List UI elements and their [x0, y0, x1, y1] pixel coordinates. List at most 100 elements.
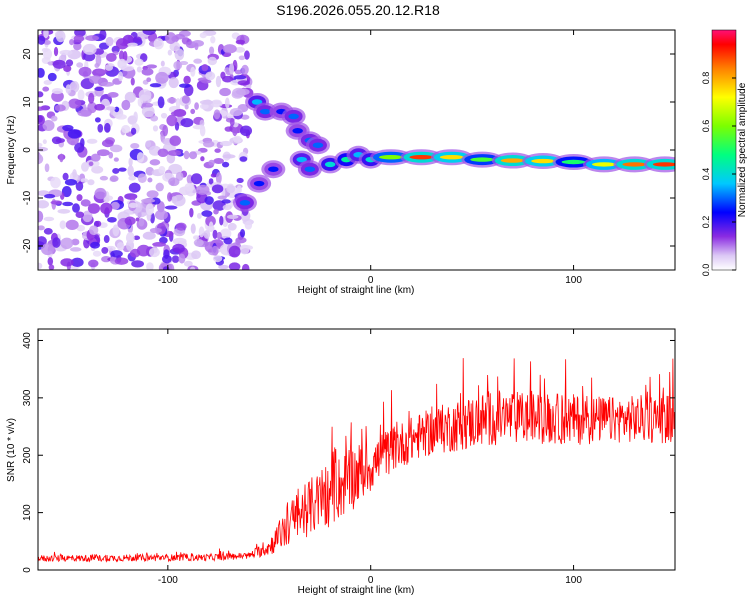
noise-blob: [135, 217, 140, 222]
noise-blob: [38, 106, 45, 111]
noise-blob: [229, 118, 235, 127]
noise-blob: [190, 66, 196, 77]
colorbar: [711, 29, 737, 271]
noise-blob: [44, 163, 50, 173]
noise-blob: [201, 63, 209, 72]
noise-blob: [50, 115, 58, 122]
noise-blob: [167, 263, 175, 270]
noise-blob: [95, 69, 107, 74]
noise-blob: [127, 42, 138, 47]
noise-blob: [184, 182, 195, 192]
noise-blob: [62, 124, 74, 132]
noise-blob: [130, 143, 140, 149]
y-tick-label: 10: [22, 96, 33, 108]
noise-blob: [51, 88, 64, 95]
noise-blob: [100, 81, 115, 87]
noise-blob: [100, 202, 113, 215]
noise-blob: [43, 30, 49, 39]
noise-blob: [161, 254, 172, 264]
noise-blob: [180, 117, 194, 128]
noise-blob: [236, 177, 244, 184]
noise-blob: [74, 142, 85, 153]
noise-blob: [150, 115, 159, 122]
noise-blob: [38, 225, 45, 231]
noise-blob: [192, 235, 200, 240]
noise-blob: [149, 159, 161, 166]
noise-blob: [160, 60, 165, 67]
x-tick-label: 100: [565, 575, 582, 586]
noise-blob: [72, 203, 80, 213]
noise-blob: [213, 208, 219, 215]
noise-blob: [62, 201, 74, 207]
colorbar-ticks: 0.0 0.2 0.4 0.6 0.8: [701, 72, 736, 276]
noise-blob: [172, 194, 186, 207]
noise-blob: [183, 260, 193, 267]
signal-peak: [304, 166, 316, 172]
snr-plot-area: [38, 329, 675, 570]
noise-blob: [55, 138, 65, 143]
noise-blob: [173, 60, 183, 70]
signal-peak: [259, 108, 271, 115]
noise-blob: [236, 185, 242, 195]
noise-blob: [145, 203, 155, 216]
noise-blob: [64, 179, 78, 186]
noise-blob: [105, 52, 117, 62]
noise-blob: [160, 112, 168, 119]
snr-xlabel: Height of straight line (km): [298, 585, 415, 596]
noise-blob: [131, 260, 144, 268]
snr-frame: [37, 328, 676, 571]
noise-blob: [52, 59, 66, 69]
noise-blob: [194, 102, 199, 110]
noise-blob: [136, 152, 145, 163]
noise-blob: [149, 247, 160, 258]
noise-blob: [59, 220, 67, 230]
noise-blob: [219, 140, 233, 147]
noise-blob: [38, 35, 46, 45]
noise-blob: [87, 179, 95, 186]
noise-blob: [40, 243, 55, 256]
noise-blob: [128, 202, 138, 208]
noise-blob: [200, 156, 205, 162]
noise-blob: [82, 210, 93, 223]
noise-blob: [142, 30, 156, 36]
y-tick-label: 300: [22, 389, 33, 406]
noise-blob: [198, 226, 205, 238]
noise-blob: [229, 63, 235, 75]
snr-series-line: [38, 358, 675, 563]
noise-blob: [73, 42, 82, 51]
noise-blob: [141, 102, 154, 108]
signal-peak: [292, 128, 303, 134]
noise-blob: [223, 237, 233, 245]
noise-blob: [229, 107, 243, 117]
noise-blob: [192, 124, 205, 130]
noise-blob: [72, 169, 77, 178]
noise-blob: [169, 135, 181, 146]
noise-blob: [152, 125, 159, 132]
noise-blob: [158, 165, 166, 174]
noise-blob: [90, 241, 101, 249]
noise-blob: [201, 210, 213, 217]
noise-blob: [82, 43, 97, 55]
noise-blob: [90, 153, 101, 162]
noise-blob: [205, 215, 216, 227]
noise-blob: [168, 163, 183, 175]
noise-blob: [38, 67, 45, 78]
noise-blob: [110, 250, 123, 258]
noise-blob: [115, 113, 127, 120]
noise-blob: [107, 91, 119, 98]
noise-blob: [47, 257, 54, 266]
noise-blob: [232, 126, 238, 137]
noise-blob: [167, 49, 173, 56]
noise-blob: [128, 157, 133, 167]
noise-blob: [137, 173, 147, 184]
noise-blob: [41, 47, 49, 53]
noise-blob: [110, 201, 120, 210]
noise-blob: [199, 32, 207, 39]
noise-blob: [208, 159, 215, 166]
noise-blob: [167, 192, 173, 202]
noise-blob: [208, 46, 215, 55]
signal-peak: [622, 162, 647, 167]
noise-blob: [138, 217, 145, 227]
noise-blob: [43, 216, 55, 222]
noise-blob: [210, 36, 216, 44]
